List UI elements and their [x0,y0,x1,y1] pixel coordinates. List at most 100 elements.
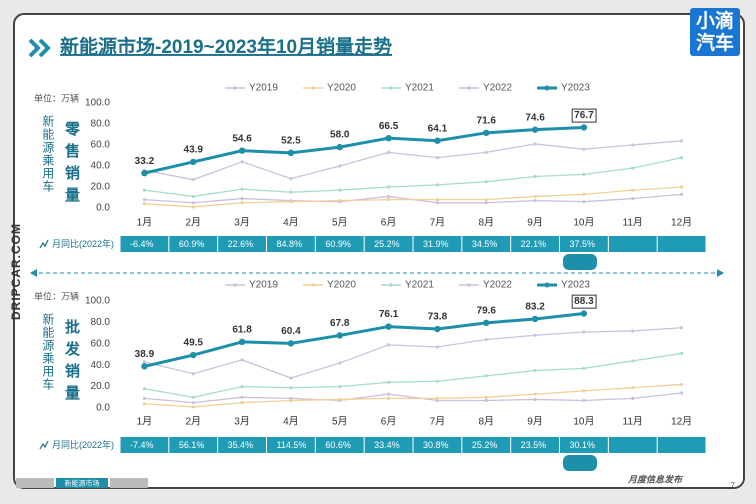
x-tick-label: 4月 [283,217,299,229]
legend-label: Y2019 [249,83,278,94]
point-marker [631,196,635,201]
data-label: 60.4 [281,326,301,337]
point-marker [631,359,635,363]
point-marker [679,326,684,330]
point-marker [240,187,244,191]
point-marker [142,360,147,364]
yoy-icon [39,440,49,450]
legend-swatch-dot [389,283,393,287]
data-label: 67.8 [330,318,350,329]
yoy-value: 25.2% [472,440,498,450]
legend-label: Y2020 [327,83,356,94]
point-marker [142,198,147,202]
metric-label: 零售销量 [63,121,81,209]
point-marker [338,397,342,402]
point-marker [385,134,392,142]
legend-swatch-dot [389,86,393,90]
yoy-cell [511,437,559,453]
point-marker [240,401,244,405]
footer-note: 月度信息发布 [627,474,684,484]
footer-tab-bg [110,478,148,488]
point-marker [484,337,488,342]
point-marker [336,143,343,151]
group-label: 新能源乘用车 [41,312,55,391]
point-marker [338,361,342,365]
yoy-label: 月同比(2022年) [52,238,114,249]
point-marker [531,315,539,323]
point-marker [435,201,440,205]
point-marker [191,372,195,376]
point-marker [582,147,586,151]
point-marker [533,368,537,373]
data-label: 33.2 [135,156,155,167]
series-line [144,125,584,175]
yoy-cell [560,236,608,252]
point-marker [386,343,391,347]
point-marker [386,150,391,154]
point-marker [191,194,195,199]
x-tick-label: 11月 [623,217,643,229]
series-line [144,156,682,198]
data-label: 79.6 [477,305,497,316]
legend-label: Y2019 [249,280,278,291]
yoy-cell [608,236,657,252]
series-line [144,327,682,379]
data-label: 43.9 [184,145,204,156]
point-marker [191,395,195,399]
point-marker [289,200,293,204]
y-tick-label: 0.0 [96,203,110,214]
point-marker [336,332,343,339]
point-marker [533,392,537,396]
legend-swatch-dot [467,283,471,287]
x-tick-label: 10月 [573,416,594,428]
yoy-value: 22.1% [521,239,547,249]
data-label: 83.2 [525,302,545,313]
point-marker [191,405,195,409]
data-label: 61.8 [232,325,252,336]
title-icon [28,38,51,58]
point-marker [141,363,148,370]
point-marker [631,396,635,400]
point-marker [191,201,195,205]
point-marker [240,201,244,205]
point-marker [142,396,147,400]
point-marker [289,376,293,380]
point-marker [580,124,588,131]
point-marker [240,395,244,399]
point-marker [631,166,635,170]
yoy-value: 25.2% [374,239,400,249]
point-marker [141,169,148,177]
yoy-value: 37.5% [570,239,596,249]
yoy-cell [511,236,559,252]
unit-label: 单位：万辆 [34,290,79,301]
page-number: 7 [731,481,736,490]
point-marker [289,177,293,181]
point-marker [386,185,391,189]
yoy-value: 60.9% [325,239,351,249]
yoy-value: 56.1% [179,440,205,450]
point-marker [238,338,246,346]
y-tick-label: 80.0 [91,119,111,130]
point-marker [434,137,441,144]
yoy-cell [315,437,364,453]
yoy-cell [560,437,608,453]
point-marker [386,392,391,396]
x-tick-label: 8月 [478,416,494,428]
yoy-cell [657,437,706,453]
point-marker [533,174,537,179]
y-tick-label: 20.0 [91,182,111,193]
footer-tab: 新能源市场 [65,478,100,487]
point-marker [631,188,635,192]
point-marker [679,382,684,387]
yoy-cell [267,236,315,252]
yoy-value: -7.4% [130,440,154,450]
point-marker [287,149,295,157]
point-marker [142,387,147,391]
point-marker [484,150,488,154]
legend-swatch-dot [233,86,237,90]
x-tick-label: 5月 [332,416,348,428]
point-marker [338,199,342,203]
legend-swatch-dot [544,85,550,91]
x-tick-label: 5月 [332,217,348,229]
